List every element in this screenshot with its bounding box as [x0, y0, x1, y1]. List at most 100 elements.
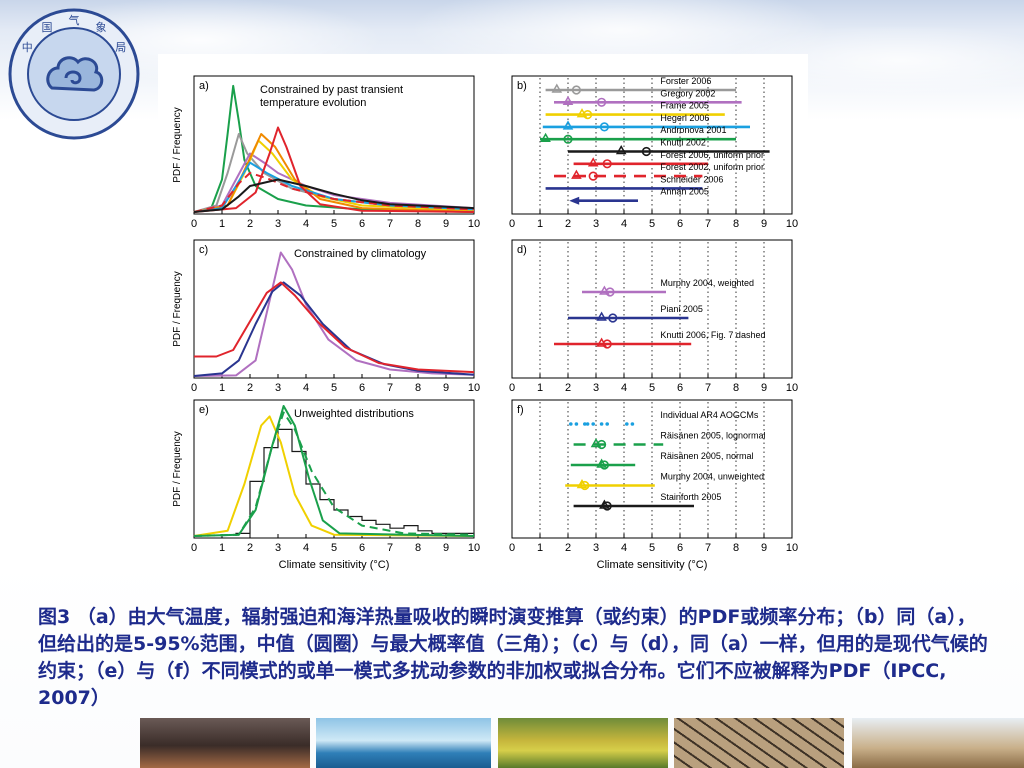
x-tick-label: 8	[733, 542, 739, 554]
chart-panel-d: 0 1 2 3 4 5 6 7 8 9 10 d) Murphy 2004, weighted Piani…	[509, 239, 798, 394]
row-label: Individual AR4 AOGCMs	[660, 410, 759, 420]
x-tick-label: 6	[677, 382, 683, 394]
plot-frame	[193, 399, 475, 539]
x-axis-label: Climate sensitivity (°C)	[597, 559, 708, 571]
y-axis-label: PDF / Frequency	[172, 431, 183, 507]
model-dot	[630, 422, 635, 426]
row-label: Frame 2005	[660, 101, 709, 111]
chart-panel-b: 0 1 2 3 4 5 6 7 8 9 10 b) Forster 2006 Gregory 2002 Fr…	[509, 75, 798, 230]
x-tick-label: 2	[565, 218, 571, 230]
chart-panel-f: 0 1 2 3 4 5 6 7 8 9 10 f) Climate sensitivity (°C) In…	[509, 399, 798, 571]
x-tick-label: 6	[359, 218, 365, 230]
chart-title: Constrained by past transient	[260, 84, 403, 96]
series-line-4	[193, 133, 475, 213]
x-tick-label: 2	[565, 382, 571, 394]
x-tick-label: 7	[705, 218, 711, 230]
x-tick-label: 4	[621, 218, 627, 230]
logo-char: 局	[115, 41, 126, 54]
series-line-0	[193, 251, 475, 377]
logo-char: 国	[42, 21, 53, 34]
plot-frame	[193, 239, 475, 379]
mode-triangle	[571, 169, 582, 179]
row-label: Annan 2005	[660, 187, 709, 197]
chart-panel-a: 0 1 2 3 4 5 6 7 8 9 10 a) PDF / Frequency Constrained…	[172, 75, 480, 230]
x-tick-label: 1	[219, 542, 225, 554]
x-tick-label: 8	[733, 382, 739, 394]
x-tick-label: 5	[649, 542, 655, 554]
median-circle	[602, 501, 612, 511]
series-line-2	[194, 281, 475, 374]
logo-char: 气	[69, 13, 80, 27]
y-axis-label: PDF / Frequency	[172, 107, 183, 183]
x-tick-label: 10	[786, 542, 798, 554]
x-tick-label: 0	[191, 382, 197, 394]
x-tick-label: 6	[677, 218, 683, 230]
x-tick-label: 10	[786, 382, 798, 394]
panel-label: a)	[199, 80, 209, 92]
model-dot	[605, 422, 609, 426]
x-tick-label: 5	[331, 542, 337, 554]
x-tick-label: 2	[565, 542, 571, 554]
median-circle	[588, 171, 598, 181]
panel-label: f)	[517, 404, 524, 416]
x-tick-label: 10	[468, 382, 480, 394]
median-circle	[597, 439, 607, 450]
x-tick-label: 9	[761, 382, 767, 394]
x-tick-label: 2	[247, 542, 253, 554]
chart-panel-e: 0 1 2 3 4 5 6 7 8 9 10 e) PDF / Frequency Climate sen…	[172, 399, 480, 571]
model-dot	[599, 422, 604, 426]
panel-label: d)	[517, 244, 527, 256]
median-circle	[583, 109, 593, 120]
series-line-6	[193, 126, 475, 213]
model-dot	[574, 422, 579, 426]
chart-title: Constrained by climatology	[294, 248, 427, 260]
series-line-2	[193, 411, 475, 537]
x-tick-label: 0	[509, 382, 515, 394]
median-circle	[608, 313, 618, 323]
panel-label: e)	[199, 404, 209, 416]
x-tick-label: 7	[705, 382, 711, 394]
row-label: Hegerl 2006	[660, 113, 709, 123]
x-tick-label: 5	[331, 382, 337, 394]
x-tick-label: 5	[649, 382, 655, 394]
x-tick-label: 6	[359, 382, 365, 394]
series-line-1	[193, 281, 475, 377]
median-circle	[641, 146, 652, 157]
x-tick-label: 6	[677, 542, 683, 554]
x-tick-label: 8	[415, 382, 421, 394]
panel-label: b)	[517, 80, 527, 92]
x-tick-label: 1	[537, 382, 543, 394]
model-dot	[625, 422, 629, 426]
x-tick-label: 3	[593, 218, 599, 230]
median-circle	[571, 85, 582, 95]
panel-label: c)	[199, 244, 208, 256]
row-label: Knutti 2002	[660, 138, 706, 148]
x-tick-label: 2	[247, 382, 253, 394]
x-axis-label: Climate sensitivity (°C)	[279, 559, 390, 571]
x-tick-label: 4	[303, 542, 309, 554]
x-tick-label: 0	[509, 542, 515, 554]
beach-photo	[852, 718, 1024, 768]
model-dot	[591, 422, 595, 426]
figure-caption: 图3 （a）由大气温度，辐射强迫和海洋热量吸收的瞬时演变推算（或约束）的PDF或…	[38, 606, 988, 709]
row-label: Forest 2006, uniform prior	[660, 150, 764, 160]
cma-logo: 中国 气象局	[8, 8, 140, 140]
x-tick-label: 3	[275, 382, 281, 394]
x-tick-label: 7	[387, 542, 393, 554]
model-dot	[583, 422, 587, 426]
series-line-7	[193, 172, 475, 213]
row-label: Forster 2006	[660, 76, 711, 86]
chart-title: temperature evolution	[260, 97, 366, 109]
industrial-smokestacks-photo	[140, 718, 310, 768]
x-tick-label: 10	[786, 218, 798, 230]
row-label: Murphy 2004, weighted	[660, 278, 754, 288]
x-tick-label: 4	[621, 542, 627, 554]
mode-triangle	[540, 132, 551, 142]
x-tick-label: 6	[359, 542, 365, 554]
x-tick-label: 5	[331, 218, 337, 230]
mode-triangle	[562, 120, 574, 130]
row-label: Stainforth 2005	[660, 492, 721, 502]
median-circle	[599, 460, 610, 470]
x-tick-label: 10	[468, 218, 480, 230]
flower-field-photo	[498, 718, 668, 768]
